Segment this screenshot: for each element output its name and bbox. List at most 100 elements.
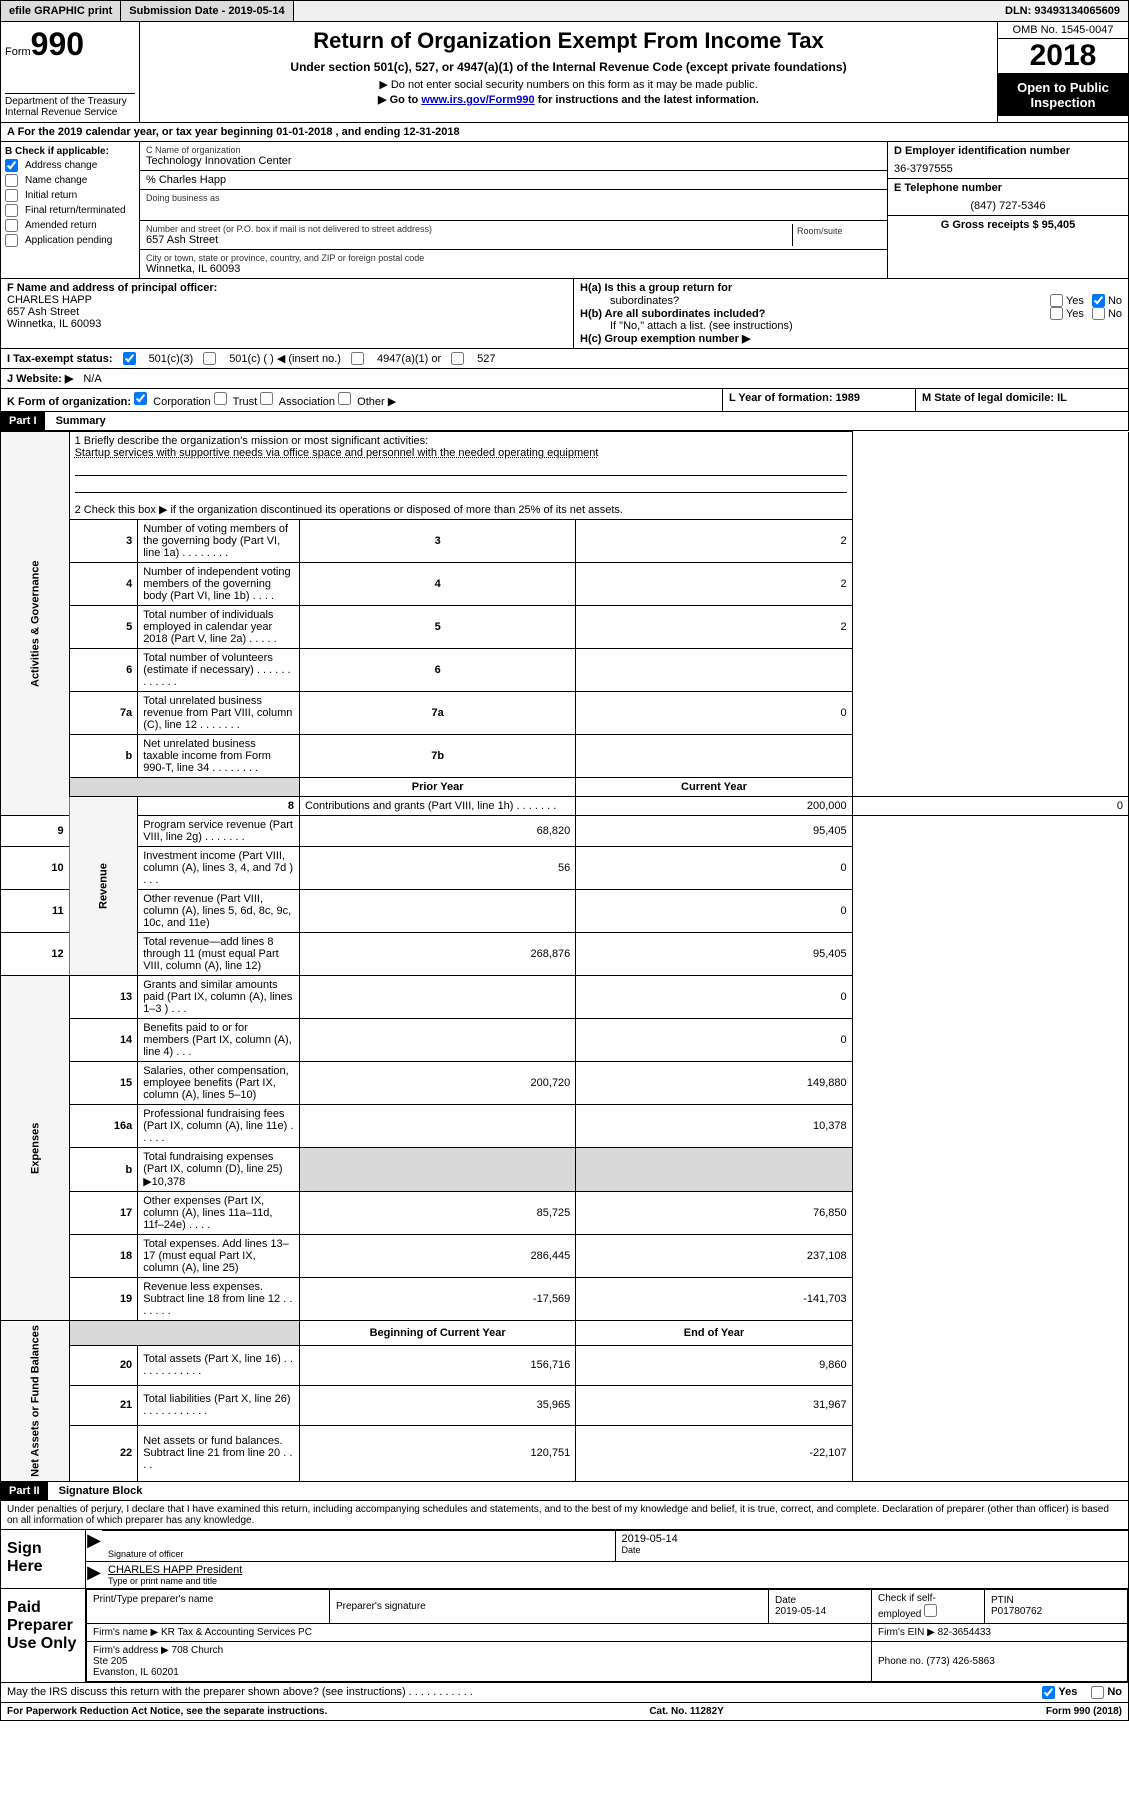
instructions-link[interactable]: www.irs.gov/Form990 [421, 94, 534, 106]
f-label: F Name and address of principal officer: [7, 282, 567, 294]
open-public-1: Open to Public [1000, 80, 1126, 95]
row-i: I Tax-exempt status: 501(c)(3) 501(c) ( … [0, 349, 1129, 369]
firm-phone-label: Phone no. [878, 1656, 924, 1667]
gov-row: 4Number of independent voting members of… [1, 563, 1129, 606]
hb-yes[interactable] [1050, 307, 1063, 320]
chk-initial[interactable] [5, 189, 18, 202]
chk-corp[interactable] [134, 392, 147, 405]
b-label: B Check if applicable: [5, 146, 135, 157]
hb-note: If "No," attach a list. (see instruction… [580, 320, 1122, 332]
chk-name-change[interactable] [5, 174, 18, 187]
discuss-text: May the IRS discuss this return with the… [7, 1686, 1042, 1698]
care-of: % Charles Happ [140, 171, 887, 190]
firm-phone: (773) 426-5863 [926, 1656, 994, 1667]
g-label: G Gross receipts $ 95,405 [888, 216, 1128, 234]
discuss-no[interactable] [1091, 1686, 1104, 1699]
chk-other[interactable] [338, 392, 351, 405]
prep-date: 2019-05-14 [775, 1606, 865, 1617]
chk-527[interactable] [451, 352, 464, 365]
lbl-address-change: Address change [25, 160, 97, 171]
lbl-pending: Application pending [25, 235, 112, 246]
vert-governance: Activities & Governance [1, 432, 70, 816]
note-goto-post: for instructions and the latest informat… [535, 94, 759, 106]
prior-year-hdr: Prior Year [299, 778, 575, 797]
beg-year-hdr: Beginning of Current Year [299, 1321, 575, 1346]
prep-sig-label: Preparer's signature [336, 1601, 762, 1612]
efile-button[interactable]: efile GRAPHIC print [1, 1, 121, 21]
vert-revenue: Revenue [69, 797, 138, 976]
c-label: C Name of organization [146, 145, 881, 155]
firm-name-label: Firm's name ▶ [93, 1627, 158, 1638]
j-label: J Website: ▶ [7, 372, 73, 385]
firm-name: KR Tax & Accounting Services PC [161, 1627, 312, 1638]
sign-here-section: Sign Here ▶ Signature of officer 2019-05… [0, 1530, 1129, 1589]
gov-row: 3Number of voting members of the governi… [1, 520, 1129, 563]
hb-label: H(b) Are all subordinates included? [580, 308, 765, 320]
discuss-no-lbl: No [1107, 1686, 1122, 1698]
footer: For Paperwork Reduction Act Notice, see … [0, 1703, 1129, 1721]
officer-city: Winnetka, IL 60093 [7, 318, 567, 330]
chk-trust[interactable] [214, 392, 227, 405]
chk-4947[interactable] [351, 352, 364, 365]
ein: 36-3797555 [894, 163, 1122, 175]
firm-addr-label: Firm's address ▶ [93, 1645, 169, 1656]
col-code: 3 [299, 520, 575, 563]
hb-no[interactable] [1092, 307, 1105, 320]
ha-label: H(a) Is this a group return for [580, 282, 732, 294]
discuss-yes[interactable] [1042, 1686, 1055, 1699]
lbl-final: Final return/terminated [25, 205, 126, 216]
chk-assoc[interactable] [260, 392, 273, 405]
part1-title: Summary [56, 415, 106, 427]
declaration: Under penalties of perjury, I declare th… [0, 1501, 1129, 1530]
chk-amended[interactable] [5, 219, 18, 232]
chk-501c3[interactable] [123, 352, 136, 365]
gov-row: 5Total number of individuals employed in… [1, 606, 1129, 649]
dba-label: Doing business as [146, 193, 881, 203]
chk-501c[interactable] [203, 352, 216, 365]
chk-final[interactable] [5, 204, 18, 217]
lbl-other: Other ▶ [357, 396, 396, 408]
lbl-name-change: Name change [25, 175, 87, 186]
officer-name: CHARLES HAPP [7, 294, 567, 306]
lbl-527: 527 [477, 353, 495, 365]
ptin: P01780762 [991, 1606, 1121, 1617]
lbl-yes: Yes [1066, 295, 1084, 307]
discuss-yes-lbl: Yes [1058, 1686, 1077, 1698]
dln: DLN: 93493134065609 [997, 1, 1128, 21]
paperwork-notice: For Paperwork Reduction Act Notice, see … [7, 1706, 327, 1717]
form-subtitle: Under section 501(c), 527, or 4947(a)(1)… [146, 60, 991, 74]
sig-officer-label: Signature of officer [108, 1549, 609, 1559]
q1: 1 Briefly describe the organization's mi… [75, 435, 847, 447]
desc: Number of voting members of the governin… [138, 520, 300, 563]
end-year-hdr: End of Year [576, 1321, 852, 1346]
form-ref: Form 990 (2018) [1046, 1706, 1122, 1717]
paid-prep-label: Paid Preparer Use Only [1, 1589, 86, 1682]
gov-row: 7aTotal unrelated business revenue from … [1, 692, 1129, 735]
lbl-amended: Amended return [25, 220, 97, 231]
i-label: I Tax-exempt status: [7, 353, 113, 365]
hc-label: H(c) Group exemption number ▶ [580, 333, 750, 345]
lbl-assoc: Association [279, 396, 335, 408]
l-label: L Year of formation: 1989 [729, 392, 860, 404]
street: 657 Ash Street [146, 234, 792, 246]
lbl-trust: Trust [233, 396, 258, 408]
m-label: M State of legal domicile: IL [922, 392, 1067, 404]
value: 2 [576, 520, 852, 563]
chk-address-change[interactable] [5, 159, 18, 172]
tax-year: 2018 [998, 39, 1128, 74]
chk-self-employed[interactable] [924, 1604, 937, 1617]
ha-no[interactable] [1092, 294, 1105, 307]
ha-yes[interactable] [1050, 294, 1063, 307]
org-name: Technology Innovation Center [146, 155, 881, 167]
lbl-corp: Corporation [153, 396, 210, 408]
lbl-yes2: Yes [1066, 308, 1084, 320]
summary-table: Activities & Governance 1 Briefly descri… [0, 431, 1129, 1482]
part1-header: Part I [1, 412, 45, 430]
chk-pending[interactable] [5, 234, 18, 247]
form-word: Form [5, 46, 31, 58]
firm-ein: 82-3654433 [938, 1627, 991, 1638]
k-label: K Form of organization: [7, 396, 131, 408]
discuss-row: May the IRS discuss this return with the… [0, 1683, 1129, 1703]
firm-ein-label: Firm's EIN ▶ [878, 1627, 935, 1638]
phone: (847) 727-5346 [894, 200, 1122, 212]
